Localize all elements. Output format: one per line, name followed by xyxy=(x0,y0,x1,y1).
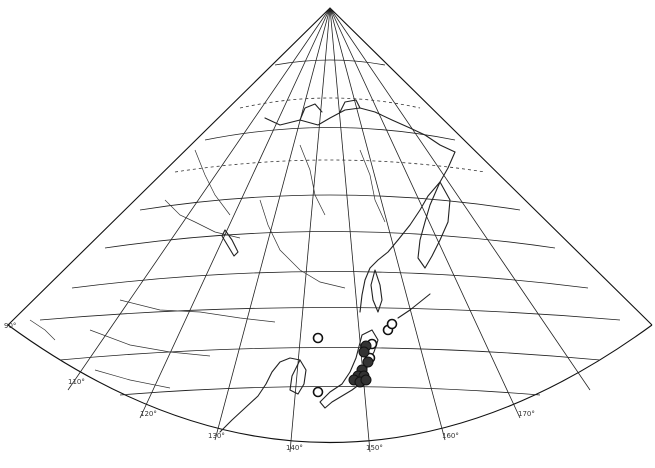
kamchatka xyxy=(417,181,451,269)
korea xyxy=(289,359,307,395)
sakhalin xyxy=(370,269,383,313)
open-site-marker xyxy=(312,332,324,344)
china-coast xyxy=(219,357,301,433)
lon-label-170: 170° xyxy=(518,410,535,418)
lon-label-120: 120° xyxy=(140,410,157,418)
lon-label-130: 130° xyxy=(208,432,225,440)
lon-label-150: 150° xyxy=(366,444,383,452)
lon-label-110: 110° xyxy=(68,378,85,386)
parallels xyxy=(39,59,621,396)
lon-label-160: 160° xyxy=(442,432,459,440)
lon-label-140: 140° xyxy=(286,444,303,452)
open-site-marker xyxy=(312,386,324,398)
filled-site-marker xyxy=(360,374,372,386)
corner-label: 90° xyxy=(4,322,16,330)
filled-site-markers xyxy=(348,340,374,388)
open-site-marker xyxy=(386,318,398,330)
map-frame-bottom-arc xyxy=(7,324,653,444)
lake-baikal xyxy=(221,229,239,257)
map-frame xyxy=(7,7,653,326)
coastlines xyxy=(219,99,456,433)
rivers xyxy=(29,144,386,389)
longitude-labels: 110° 120° 130° 140° 150° 160° 170° 90° xyxy=(4,322,535,452)
filled-site-marker xyxy=(362,356,374,368)
filled-site-marker xyxy=(358,346,370,358)
meridians xyxy=(67,7,591,453)
